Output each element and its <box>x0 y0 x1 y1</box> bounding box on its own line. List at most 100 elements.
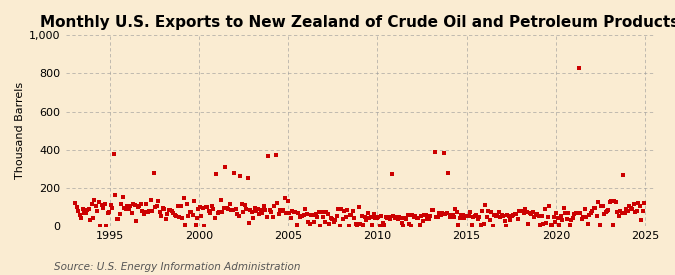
Point <box>142 210 153 214</box>
Point <box>361 218 372 222</box>
Point <box>367 223 378 227</box>
Point <box>184 210 195 214</box>
Point <box>583 222 593 227</box>
Point <box>449 214 460 219</box>
Point <box>225 208 236 212</box>
Point <box>505 218 516 222</box>
Point <box>125 204 136 208</box>
Point <box>428 208 439 213</box>
Point <box>275 208 286 213</box>
Point <box>362 211 373 215</box>
Point <box>80 211 91 215</box>
Point <box>110 193 121 197</box>
Point <box>254 211 265 216</box>
Point <box>319 220 330 225</box>
Point <box>192 216 202 220</box>
Point <box>208 207 219 211</box>
Point <box>639 200 649 205</box>
Point <box>277 208 288 212</box>
Point <box>541 220 551 225</box>
Point <box>475 222 486 227</box>
Point <box>269 204 279 208</box>
Point <box>297 214 308 218</box>
Point <box>205 210 216 215</box>
Point <box>213 211 223 215</box>
Point <box>495 215 506 219</box>
Point <box>568 216 578 221</box>
Point <box>499 219 510 223</box>
Point <box>605 200 616 204</box>
Point <box>508 213 519 217</box>
Point <box>183 214 194 218</box>
Point <box>288 210 299 214</box>
Point <box>287 208 298 213</box>
Point <box>109 152 119 157</box>
Point <box>490 213 501 218</box>
Point <box>99 201 110 206</box>
Point <box>446 213 456 217</box>
Point <box>588 206 599 210</box>
Point <box>564 223 575 227</box>
Point <box>603 208 614 212</box>
Point <box>132 205 143 210</box>
Point <box>343 224 354 228</box>
Point <box>196 214 207 218</box>
Point <box>380 215 391 219</box>
Point <box>413 216 424 220</box>
Point <box>187 213 198 217</box>
Point <box>538 222 549 227</box>
Point <box>456 213 467 217</box>
Point <box>518 210 529 215</box>
Point <box>129 202 140 207</box>
Point <box>533 214 544 219</box>
Point <box>350 221 361 226</box>
Point <box>76 216 86 220</box>
Point <box>376 214 387 219</box>
Point <box>379 223 389 227</box>
Point <box>321 210 331 214</box>
Point <box>73 209 84 213</box>
Point <box>193 206 204 211</box>
Point <box>460 214 471 218</box>
Point <box>471 212 482 217</box>
Point <box>155 210 165 214</box>
Point <box>300 207 311 211</box>
Point <box>74 213 85 217</box>
Point <box>260 208 271 212</box>
Point <box>224 202 235 207</box>
Point <box>148 170 159 175</box>
Point <box>309 220 320 225</box>
Point <box>105 203 116 207</box>
Point <box>199 223 210 228</box>
Point <box>285 216 296 220</box>
Point <box>173 215 184 219</box>
Point <box>408 215 419 219</box>
Point <box>168 211 179 215</box>
Point <box>245 207 256 212</box>
Point <box>511 212 522 216</box>
Point <box>625 206 636 210</box>
Point <box>218 206 229 211</box>
Point <box>135 201 146 206</box>
Point <box>333 207 344 211</box>
Point <box>342 208 352 212</box>
Point <box>618 173 628 178</box>
Point <box>239 203 250 207</box>
Point <box>391 215 402 219</box>
Point <box>480 203 491 207</box>
Point <box>166 209 177 213</box>
Point <box>493 210 504 214</box>
Point <box>431 214 441 219</box>
Point <box>251 208 262 213</box>
Point <box>438 150 449 155</box>
Point <box>443 170 454 175</box>
Point <box>439 211 450 216</box>
Point <box>497 214 508 218</box>
Point <box>229 170 240 175</box>
Point <box>200 205 211 209</box>
Point <box>386 172 397 177</box>
Point <box>487 224 498 228</box>
Point <box>72 205 82 209</box>
Point <box>472 217 483 221</box>
Point <box>466 223 477 227</box>
